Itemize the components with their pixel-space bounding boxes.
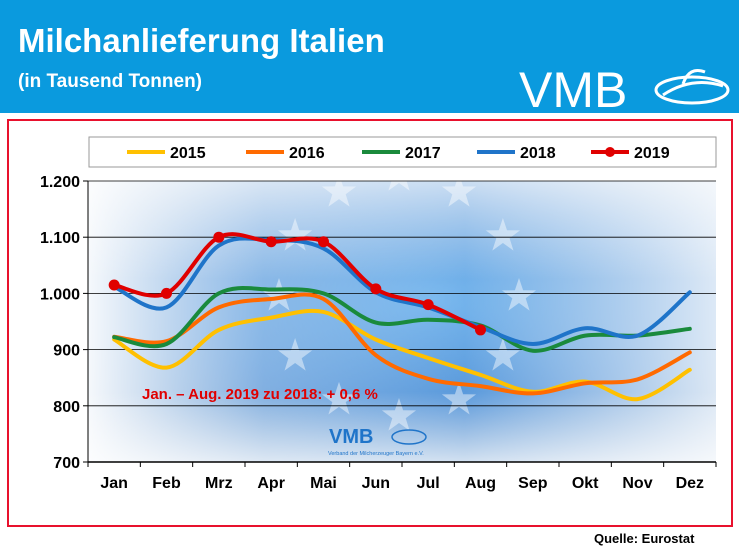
y-tick-label-1000: 1.000: [40, 286, 80, 303]
series-line-2019: [112, 232, 483, 332]
x-tick-label-Sep: Sep: [518, 475, 548, 492]
y-tick-label-1200: 1.200: [40, 174, 80, 191]
vmb-watermark-logo: VMB Verband der Milcherzeuger Bayern e.V…: [328, 426, 427, 457]
eu-star-9: [278, 338, 313, 371]
x-tick-label-Nov: Nov: [622, 475, 652, 492]
eu-star-2: [441, 174, 477, 207]
x-tick-label-Jul: Jul: [417, 475, 440, 492]
series-line-2017: [112, 286, 692, 353]
legend-marker-2019: [605, 147, 615, 157]
y-axis-ticks: 700 800 900 1.000 1.100 1.200: [40, 174, 88, 472]
x-tick-label-Dez: Dez: [676, 475, 704, 492]
legend-label-2017: 2017: [405, 145, 441, 162]
eu-star-7: [381, 398, 417, 431]
chart-frame: VMB Verband der Milcherzeuger Bayern e.V…: [7, 119, 733, 527]
x-tick-label-Apr: Apr: [257, 475, 285, 492]
page-title: Milchanlieferung Italien: [18, 22, 385, 59]
point-2019-Jun: [370, 283, 382, 295]
eu-star-12: [321, 174, 357, 207]
series-markers: [108, 231, 486, 336]
eu-star-8: [321, 381, 357, 415]
point-2019-Mrz: [213, 231, 225, 243]
eu-stars-decoration: [261, 158, 537, 431]
legend-label-2019: 2019: [634, 145, 670, 162]
series-line-2016: [112, 292, 692, 396]
eu-star-4: [501, 278, 537, 311]
x-tick-label-Okt: Okt: [572, 475, 599, 492]
point-2019-Aug: [475, 324, 486, 336]
eu-star-10: [261, 278, 297, 311]
y-tick-label-900: 900: [53, 343, 80, 360]
point-2019-Apr: [265, 236, 277, 248]
watermark-logo-text: VMB: [329, 426, 373, 448]
legend-label-2015: 2015: [170, 145, 206, 162]
y-tick-label-1100: 1.100: [40, 230, 80, 247]
x-tick-label-Feb: Feb: [152, 475, 181, 492]
x-axis-ticks: Jan Feb Mrz Apr Mai Jun Jul Aug Sep Okt Nov Dez: [87, 462, 717, 492]
watermark-tagline: Verband der Milcherzeuger Bayern e.V.: [328, 451, 424, 457]
y-tick-label-800: 800: [53, 399, 80, 416]
x-tick-label-Aug: Aug: [465, 475, 496, 492]
watermark-swoosh-icon: [391, 429, 427, 445]
eu-star-1: [381, 158, 417, 191]
legend-label-2016: 2016: [289, 145, 325, 162]
series-line-2018: [112, 236, 692, 347]
legend: 2015 2016 2017 2018 2019: [88, 136, 717, 168]
eu-star-3: [485, 218, 520, 251]
point-2019-Feb: [161, 287, 172, 299]
x-tick-label-Jan: Jan: [100, 475, 128, 492]
vmb-logo: VMB: [519, 62, 730, 112]
chart-annotation: Jan. – Aug. 2019 zu 2018: + 0,6 %: [142, 386, 378, 403]
point-2019-Jan: [108, 279, 120, 291]
series-lines: [112, 232, 692, 402]
vmb-logo-text: VMB: [519, 62, 627, 112]
vmb-swoosh-icon: [654, 69, 730, 105]
x-tick-label-Mai: Mai: [310, 475, 337, 492]
x-tick-label-Jun: Jun: [362, 475, 390, 492]
eu-star-5: [485, 338, 520, 371]
header-banner: Milchanlieferung Italien (in Tausend Ton…: [0, 0, 739, 113]
point-2019-Mai: [318, 236, 329, 248]
eu-star-6: [441, 381, 477, 415]
page-subtitle: (in Tausend Tonnen): [18, 71, 202, 92]
point-2019-Jul: [422, 299, 434, 311]
y-tick-label-700: 700: [53, 455, 80, 472]
x-tick-label-Mrz: Mrz: [205, 475, 233, 492]
eu-star-11: [278, 218, 313, 251]
source-note: Quelle: Eurostat: [594, 531, 695, 546]
legend-label-2018: 2018: [520, 145, 556, 162]
line-chart: VMB Verband der Milcherzeuger Bayern e.V…: [40, 136, 717, 492]
